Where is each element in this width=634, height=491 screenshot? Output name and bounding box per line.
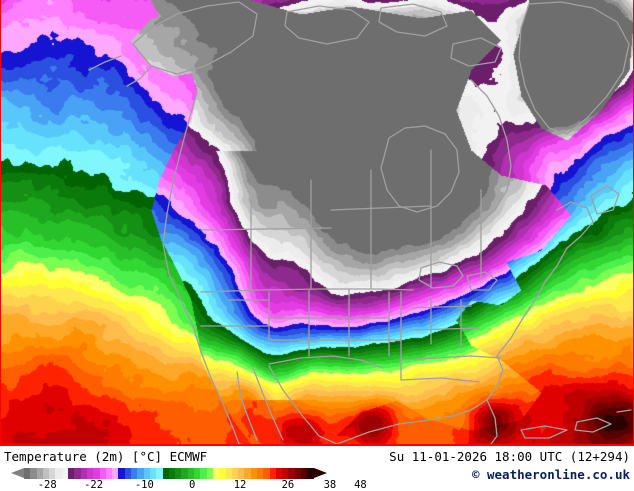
colorbar-swatch <box>93 468 100 479</box>
colorbar-swatch <box>36 468 43 479</box>
copyright-notice: © weatheronline.co.uk <box>471 467 630 482</box>
colorbar-swatch <box>275 468 283 479</box>
temperature-field-canvas[interactable] <box>1 0 633 444</box>
geo-outline <box>400 291 462 381</box>
colorbar-swatch <box>175 468 182 479</box>
colorbar-swatch <box>49 468 56 479</box>
colorbar-swatch <box>105 468 113 479</box>
forecast-timestamp: Su 11-01-2026 18:00 UTC (12+294) <box>389 449 630 464</box>
colorbar-swatch <box>162 468 169 479</box>
colorbar-swatch <box>288 468 295 479</box>
geo-outline <box>284 5 370 45</box>
geo-outline <box>450 37 502 67</box>
colorbar-swatch <box>99 468 106 479</box>
colorbar-tick: 26 <box>281 479 295 491</box>
geo-outline <box>250 169 372 291</box>
map-frame[interactable] <box>0 0 634 446</box>
colorbar-swatch <box>86 468 94 479</box>
colorbar-swatch <box>301 468 308 479</box>
colorbar-swatch <box>219 468 226 479</box>
colorbar-swatch <box>200 468 207 479</box>
geo-outline <box>378 3 448 37</box>
geo-outline <box>574 417 612 433</box>
legend-title: Temperature (2m) [°C] ECMWF <box>4 449 208 464</box>
colorbar-swatch <box>55 468 62 479</box>
colorbar-tick: 0 <box>189 479 196 491</box>
geo-outline <box>470 79 512 225</box>
colorbar-swatch <box>42 468 50 479</box>
geo-outline <box>556 201 594 249</box>
colorbar-swatch <box>263 468 270 479</box>
colorbar-swatch <box>231 468 239 479</box>
geo-outline <box>590 185 620 215</box>
geo-outline <box>162 91 240 444</box>
geo-outline <box>520 425 568 439</box>
colorbar-swatch <box>194 468 201 479</box>
geo-outline <box>486 399 498 444</box>
colorbar-swatch <box>137 468 144 479</box>
geo-outline <box>616 409 632 413</box>
geo-outline <box>380 125 460 213</box>
colorbar-swatch <box>206 468 213 479</box>
colorbar-swatch <box>143 468 150 479</box>
geo-outline <box>410 305 480 331</box>
colorbar-swatch <box>187 468 195 479</box>
geo-outline <box>200 205 432 231</box>
colorbar-swatch <box>30 468 37 479</box>
colorbar-swatch <box>156 468 163 479</box>
colorbar-swatch <box>80 468 87 479</box>
colorbar-tick: 12 <box>233 479 247 491</box>
colorbar-swatch <box>225 468 232 479</box>
geo-outline <box>236 371 258 441</box>
geo-outline <box>252 367 284 441</box>
geo-outline <box>466 271 498 291</box>
colorbar-swatch <box>244 468 251 479</box>
colorbar-low-arrow <box>11 468 24 478</box>
colorbar-tick: -22 <box>84 479 104 491</box>
colorbar-swatch <box>294 468 302 479</box>
colorbar-swatch <box>74 468 81 479</box>
colorbar-swatch <box>131 468 138 479</box>
colorbar-swatch <box>269 468 276 479</box>
colorbar-swatch <box>118 468 125 479</box>
colorbar-swatch <box>250 468 257 479</box>
colorbar-swatch <box>307 468 314 479</box>
geo-outline <box>268 365 338 444</box>
colorbar-tick: 48 <box>354 479 367 491</box>
colorbar-swatch <box>168 468 176 479</box>
geo-outline <box>200 288 414 293</box>
colorbar-swatch <box>181 468 188 479</box>
geo-outline <box>518 1 630 135</box>
colorbar-tick: -28 <box>37 479 57 491</box>
colorbar-tick: 38 <box>323 479 337 491</box>
colorbar-swatch <box>238 468 245 479</box>
colorbar-high-arrow <box>314 468 327 478</box>
colorbar-swatch <box>112 468 119 479</box>
colorbar-swatch <box>24 468 31 479</box>
geo-outline <box>400 355 502 383</box>
colorbar-swatch <box>124 468 132 479</box>
colorbar-swatch <box>282 468 289 479</box>
colorbar-swatch <box>149 468 157 479</box>
colorbar-swatch <box>68 468 75 479</box>
geo-outline <box>268 355 384 369</box>
colorbar-swatches <box>24 468 314 479</box>
coastline-overlay <box>88 1 632 444</box>
colorbar-swatch <box>212 468 220 479</box>
geo-outline <box>496 247 568 357</box>
geo-outline <box>336 355 504 444</box>
temperature-colorbar <box>11 468 327 479</box>
colorbar-tick-labels: -28 -22 -10 0 12 26 38 48 <box>0 479 634 491</box>
colorbar-swatch <box>61 468 69 479</box>
geo-outline <box>88 55 152 87</box>
geo-outline <box>200 299 402 341</box>
colorbar-tick: -10 <box>134 479 154 491</box>
geo-outline <box>132 1 258 75</box>
colorbar-swatch <box>256 468 264 479</box>
geo-outline <box>418 261 464 289</box>
geo-outline <box>268 289 390 357</box>
geo-outline <box>430 149 482 289</box>
